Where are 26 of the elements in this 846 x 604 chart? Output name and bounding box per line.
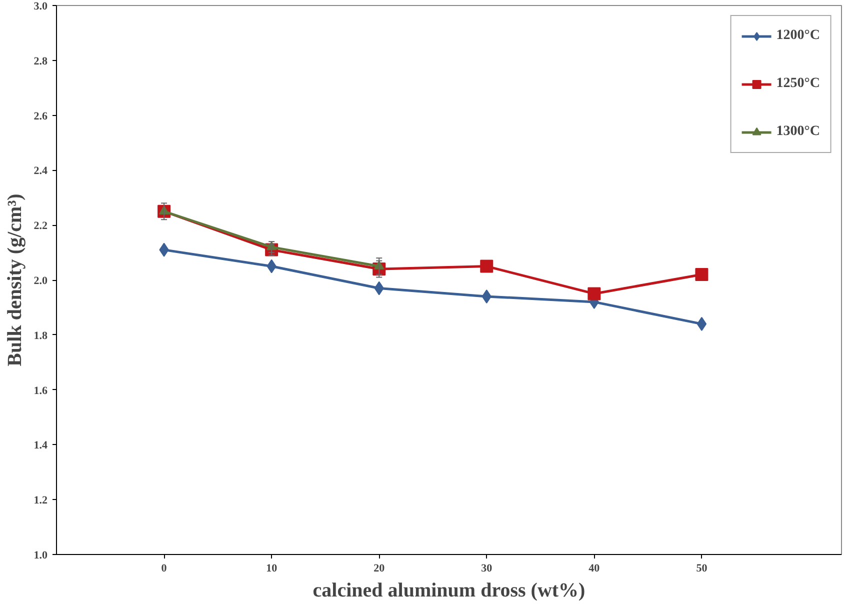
y-tick-label: 1.4 (34, 440, 48, 452)
y-tick-label: 3.0 (34, 0, 48, 12)
y-tick-label: 1.6 (34, 384, 48, 397)
x-tick-label: 0 (161, 562, 168, 574)
x-tick-label: 50 (696, 562, 708, 574)
legend-label: 1250°C (776, 76, 820, 92)
y-tick-label: 1.0 (34, 550, 48, 562)
x-axis-title: calcined aluminum dross (wt%) (312, 580, 586, 602)
x-tick-label: 30 (481, 562, 493, 574)
y-tick-label: 2.2 (34, 220, 48, 232)
x-tick-label: 40 (588, 562, 600, 574)
y-tick-label: 2.4 (34, 165, 48, 178)
y-tick-label: 2.0 (34, 275, 48, 287)
x-tick-label: 20 (374, 562, 386, 574)
y-axis-title: Bulk density (g/cm³) (4, 194, 26, 366)
legend-label: 1300°C (776, 124, 820, 140)
x-tick-label: 10 (266, 562, 278, 574)
point (696, 316, 707, 331)
y-tick-label: 1.8 (34, 330, 48, 342)
legend-label: 1200°C (776, 28, 820, 44)
y-tick-label: 2.8 (34, 55, 48, 68)
point (480, 260, 494, 273)
y-tick-label: 2.6 (34, 110, 48, 122)
point (588, 287, 601, 300)
y-tick-label: 1.2 (34, 494, 48, 507)
point (695, 268, 708, 282)
